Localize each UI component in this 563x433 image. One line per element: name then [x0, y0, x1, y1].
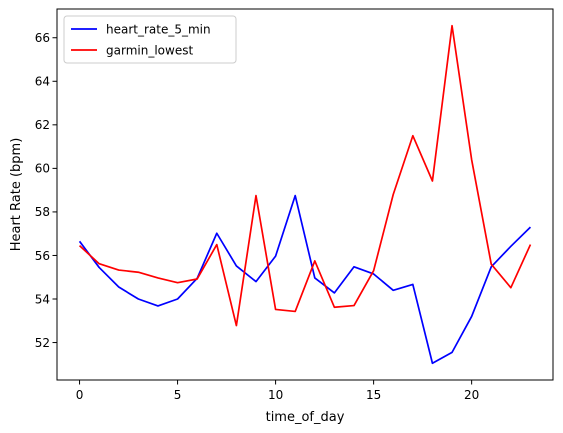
- y-axis-label: Heart Rate (bpm): [9, 138, 24, 252]
- x-tick-label: 0: [76, 388, 84, 402]
- y-tick-label: 58: [35, 205, 50, 219]
- plot-area: [78, 24, 532, 365]
- x-tick-label: 15: [366, 388, 381, 402]
- y-tick-label: 52: [35, 336, 50, 350]
- y-tick-label: 60: [35, 162, 50, 176]
- legend-label: heart_rate_5_min: [106, 23, 211, 37]
- series-line-garmin-lowest: [78, 24, 532, 327]
- y-tick-label: 66: [35, 31, 50, 45]
- legend-label: garmin_lowest: [106, 44, 193, 58]
- y-axis-ticks: 52 54 56 58 60 62 64 66: [35, 31, 57, 350]
- x-axis-label: time_of_day: [266, 410, 345, 425]
- y-tick-label: 54: [35, 292, 50, 306]
- x-tick-label: 10: [268, 388, 283, 402]
- x-axis-ticks: 0 5 10 15 20: [76, 380, 479, 402]
- series-line-heart-rate-5-min: [78, 194, 532, 365]
- legend: heart_rate_5_min garmin_lowest: [63, 15, 237, 64]
- axes-frame: [56, 8, 554, 381]
- x-tick-label: 5: [174, 388, 182, 402]
- y-tick-label: 62: [35, 118, 50, 132]
- y-tick-label: 56: [35, 249, 50, 263]
- x-tick-label: 20: [464, 388, 479, 402]
- y-tick-label: 64: [35, 75, 50, 89]
- legend-box: [63, 15, 237, 64]
